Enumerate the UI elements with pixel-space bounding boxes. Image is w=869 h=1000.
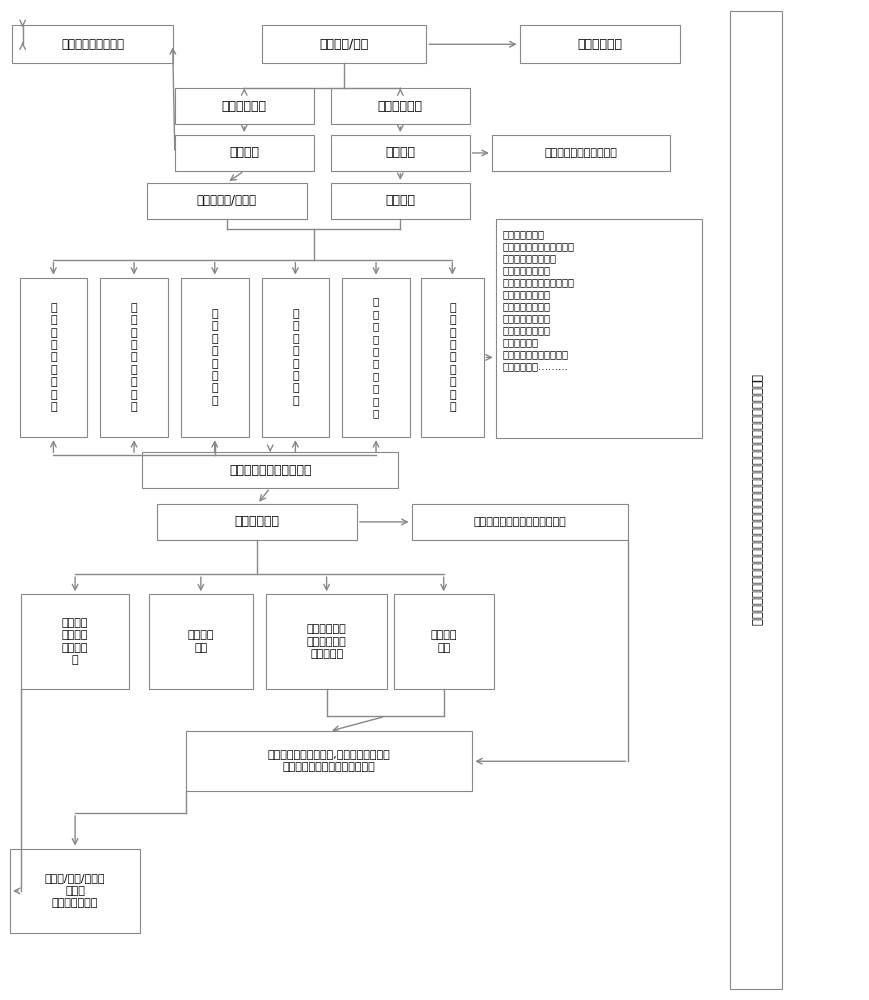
Bar: [394, 594, 493, 689]
Text: 实名验证: 实名验证: [229, 146, 259, 159]
Text: 手机邮箱注册: 手机邮箱注册: [577, 38, 621, 51]
Text: 其他应用
场景: 其他应用 场景: [430, 630, 456, 653]
Text: 邮箱验证: 邮箱验证: [385, 194, 415, 207]
Bar: [100, 278, 168, 437]
Text: 公
司
邮
箱
验
证
授
权: 公 司 邮 箱 验 证 授 权: [292, 309, 298, 406]
Text: 验证失败，重新录入: 验证失败，重新录入: [61, 38, 123, 51]
Bar: [495, 219, 701, 438]
Text: 以下所有应用使用同一信用额度: 以下所有应用使用同一信用额度: [473, 517, 566, 527]
Text: 信用贷款
应用: 信用贷款 应用: [188, 630, 214, 653]
Text: 此额度为循环信用额度,匹配个人的信用分
值，并随信用分值的变化而变动: 此额度为循环信用额度,匹配个人的信用分 值，并随信用分值的变化而变动: [268, 750, 390, 772]
Text: 获得授信额度: 获得授信额度: [235, 515, 280, 528]
Bar: [266, 594, 387, 689]
Bar: [729, 11, 781, 989]
Text: 后台个人信用评估模块会根据左侧各个信息完善和账户验证进度实时显示信用分值: 后台个人信用评估模块会根据左侧各个信息完善和账户验证进度实时显示信用分值: [748, 374, 761, 626]
Text: 第三方电
商平台分
期购物应
用: 第三方电 商平台分 期购物应 用: [62, 618, 89, 665]
Bar: [330, 135, 469, 171]
Bar: [157, 504, 356, 540]
Bar: [411, 504, 627, 540]
Text: 学历验证及上传
个人房产、车辆验证及上传
技术职称验证及上传
驾驶证验证及上传
公共事业缴费清单验证上传
人行信用报告上传
护照、通行证上传
个人收入证明上传
: 学历验证及上传 个人房产、车辆验证及上传 技术职称验证及上传 驾驶证验证及上传 …: [502, 229, 574, 371]
Text: 社
交
账
户
验
证
授
权: 社 交 账 户 验 证 授 权: [211, 309, 218, 406]
Text: 手机验证: 手机验证: [385, 146, 415, 159]
Bar: [181, 278, 249, 437]
Bar: [330, 88, 469, 124]
Bar: [342, 278, 409, 437]
Text: 基本信息填写: 基本信息填写: [222, 100, 267, 113]
Bar: [330, 183, 469, 219]
Bar: [12, 25, 172, 63]
Text: 租车、求职、
旅游、签证、
住宿、交通: 租车、求职、 旅游、签证、 住宿、交通: [307, 624, 346, 659]
Bar: [21, 594, 129, 689]
Bar: [149, 594, 253, 689]
Bar: [186, 731, 472, 791]
Bar: [175, 88, 313, 124]
Text: 其
他
上
传
及
验
证
信
息: 其 他 上 传 及 验 证 信 息: [448, 303, 455, 412]
Bar: [143, 452, 398, 488]
Bar: [519, 25, 680, 63]
Bar: [20, 278, 87, 437]
Bar: [421, 278, 483, 437]
Text: 用户帐户管理: 用户帐户管理: [377, 100, 422, 113]
Bar: [491, 135, 669, 171]
Bar: [262, 25, 426, 63]
Text: 信
用
卡
邮
箱
验
证
授
权: 信 用 卡 邮 箱 验 证 授 权: [50, 303, 56, 412]
Text: 绑定银行卡/支付宝: 绑定银行卡/支付宝: [196, 194, 256, 207]
Bar: [175, 135, 313, 171]
Text: 电
商
平
台
账
户
验
证
授
权: 电 商 平 台 账 户 验 证 授 权: [373, 297, 379, 418]
Text: 支付宝/银联/银行网
上银行
还款或自动扣款: 支付宝/银联/银行网 上银行 还款或自动扣款: [45, 874, 105, 908]
Bar: [147, 183, 307, 219]
Text: 支
付
宝
账
户
验
证
授
权: 支 付 宝 账 户 验 证 授 权: [130, 303, 137, 412]
Bar: [262, 278, 328, 437]
Text: 生成最终信用分值和报告: 生成最终信用分值和报告: [229, 464, 311, 477]
Bar: [10, 849, 140, 933]
Text: 手机注册的用户无需验证: 手机注册的用户无需验证: [544, 148, 616, 158]
Text: 用户注册/登录: 用户注册/登录: [319, 38, 368, 51]
